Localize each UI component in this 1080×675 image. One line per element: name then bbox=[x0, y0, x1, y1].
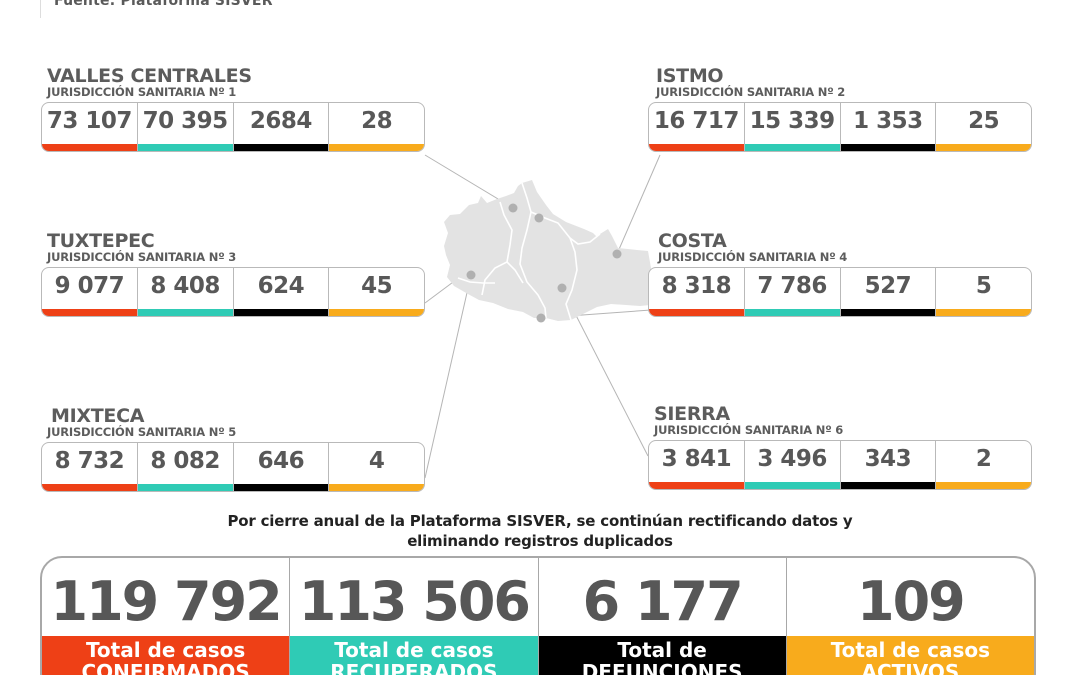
data-notice: Por cierre anual de la Plataforma SISVER… bbox=[180, 511, 900, 551]
total-defunciones: 6 177 Total de DEFUNCIONES bbox=[538, 558, 787, 675]
stat-activos: 25 bbox=[936, 103, 1031, 151]
stat-recuperados: 3 496 bbox=[744, 441, 841, 489]
bar-recuperados bbox=[137, 144, 233, 151]
stat-confirmados: 73 107 bbox=[42, 103, 138, 151]
stat-confirmados: 8 732 bbox=[42, 443, 138, 491]
jurisdiction-borders bbox=[457, 182, 601, 321]
total-confirmados: 119 792 Total de casos CONFIRMADOS bbox=[42, 558, 291, 675]
bar-recuperados bbox=[137, 484, 233, 491]
region-sierra: SIERRA JURISDICCIÓN SANITARIA Nº 6 3 841… bbox=[648, 404, 1032, 490]
bar-defunciones bbox=[233, 484, 329, 491]
stat-defunciones: 527 bbox=[840, 268, 937, 316]
region-costa: COSTA JURISDICCIÓN SANITARIA Nº 4 8 318 … bbox=[648, 231, 1032, 317]
bar-recuperados bbox=[137, 309, 233, 316]
bar-defunciones bbox=[233, 144, 329, 151]
stat-recuperados: 70 395 bbox=[137, 103, 234, 151]
total-label: Total de casos ACTIVOS bbox=[786, 636, 1034, 675]
region-subtitle: JURISDICCIÓN SANITARIA Nº 1 bbox=[47, 85, 237, 99]
total-value: 113 506 bbox=[298, 570, 531, 633]
bar-activos bbox=[329, 484, 424, 491]
bar-confirmados bbox=[649, 482, 744, 489]
region-name: MIXTECA bbox=[51, 405, 145, 427]
data-notice-line-2: eliminando registros duplicados bbox=[407, 532, 673, 550]
bar-confirmados bbox=[649, 144, 744, 151]
stat-activos: 28 bbox=[329, 103, 424, 151]
region-mixteca: MIXTECA JURISDICCIÓN SANITARIA Nº 5 8 73… bbox=[41, 406, 425, 492]
bar-activos bbox=[329, 309, 424, 316]
region-istmo: ISTMO JURISDICCIÓN SANITARIA Nº 2 16 717… bbox=[648, 66, 1032, 152]
total-value: 109 bbox=[857, 570, 966, 633]
bar-recuperados bbox=[744, 144, 840, 151]
region-subtitle: JURISDICCIÓN SANITARIA Nº 2 bbox=[656, 85, 846, 99]
total-value: 119 792 bbox=[50, 570, 283, 633]
bar-defunciones bbox=[840, 482, 936, 489]
stat-activos: 5 bbox=[936, 268, 1031, 316]
stat-confirmados: 3 841 bbox=[649, 441, 745, 489]
region-name: VALLES CENTRALES bbox=[47, 65, 252, 87]
bar-recuperados bbox=[744, 482, 840, 489]
region-name: TUXTEPEC bbox=[47, 230, 155, 252]
total-label: Total de casos RECUPERADOS bbox=[290, 636, 538, 675]
stat-confirmados: 16 717 bbox=[649, 103, 745, 151]
bar-confirmados bbox=[649, 309, 744, 316]
region-stats-box: 9 077 8 408 624 45 bbox=[41, 267, 425, 317]
stat-defunciones: 343 bbox=[840, 441, 937, 489]
stat-confirmados: 9 077 bbox=[42, 268, 138, 316]
region-tuxtepec: TUXTEPEC JURISDICCIÓN SANITARIA Nº 3 9 0… bbox=[41, 231, 425, 317]
bar-confirmados bbox=[42, 484, 137, 491]
stat-recuperados: 7 786 bbox=[744, 268, 841, 316]
bar-activos bbox=[936, 309, 1031, 316]
region-valles-centrales: VALLES CENTRALES JURISDICCIÓN SANITARIA … bbox=[41, 66, 425, 152]
region-stats-box: 8 732 8 082 646 4 bbox=[41, 442, 425, 492]
bar-activos bbox=[329, 144, 424, 151]
region-name: COSTA bbox=[658, 230, 727, 252]
total-recuperados: 113 506 Total de casos RECUPERADOS bbox=[290, 558, 539, 675]
bar-defunciones bbox=[840, 144, 936, 151]
region-subtitle: JURISDICCIÓN SANITARIA Nº 6 bbox=[654, 423, 844, 437]
region-stats-box: 3 841 3 496 343 2 bbox=[648, 440, 1032, 490]
region-name: ISTMO bbox=[656, 65, 724, 87]
stat-activos: 45 bbox=[329, 268, 424, 316]
total-activos: 109 Total de casos ACTIVOS bbox=[786, 558, 1034, 675]
stat-defunciones: 2684 bbox=[233, 103, 330, 151]
region-subtitle: JURISDICCIÓN SANITARIA Nº 5 bbox=[47, 425, 237, 439]
bar-defunciones bbox=[233, 309, 329, 316]
region-stats-box: 16 717 15 339 1 353 25 bbox=[648, 102, 1032, 152]
stat-defunciones: 646 bbox=[233, 443, 330, 491]
bar-confirmados bbox=[42, 144, 137, 151]
totals-panel: 119 792 Total de casos CONFIRMADOS 113 5… bbox=[40, 556, 1036, 675]
total-label: Total de DEFUNCIONES bbox=[538, 636, 786, 675]
map-markers bbox=[466, 203, 622, 323]
source-label: Fuente: Plataforma SISVER bbox=[54, 0, 273, 9]
total-value: 6 177 bbox=[582, 570, 744, 633]
stat-defunciones: 624 bbox=[233, 268, 330, 316]
state-outline bbox=[444, 180, 652, 321]
stat-confirmados: 8 318 bbox=[649, 268, 745, 316]
bar-activos bbox=[936, 482, 1031, 489]
region-subtitle: JURISDICCIÓN SANITARIA Nº 3 bbox=[47, 250, 237, 264]
stat-defunciones: 1 353 bbox=[840, 103, 937, 151]
data-notice-line-1: Por cierre anual de la Plataforma SISVER… bbox=[227, 512, 853, 530]
region-name: SIERRA bbox=[654, 403, 730, 425]
total-label: Total de casos CONFIRMADOS bbox=[42, 636, 290, 675]
stat-activos: 2 bbox=[936, 441, 1031, 489]
region-subtitle: JURISDICCIÓN SANITARIA Nº 4 bbox=[658, 250, 848, 264]
stat-recuperados: 15 339 bbox=[744, 103, 841, 151]
bar-recuperados bbox=[744, 309, 840, 316]
bar-confirmados bbox=[42, 309, 137, 316]
bar-defunciones bbox=[840, 309, 936, 316]
stat-activos: 4 bbox=[329, 443, 424, 491]
source-bracket-line bbox=[40, 0, 41, 18]
stat-recuperados: 8 408 bbox=[137, 268, 234, 316]
region-stats-box: 8 318 7 786 527 5 bbox=[648, 267, 1032, 317]
bar-activos bbox=[936, 144, 1031, 151]
region-stats-box: 73 107 70 395 2684 28 bbox=[41, 102, 425, 152]
stat-recuperados: 8 082 bbox=[137, 443, 234, 491]
